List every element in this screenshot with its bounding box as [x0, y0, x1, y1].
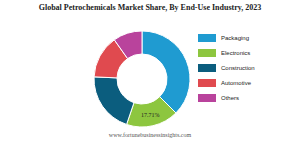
html-text:Global Petrochemicals Market S: Global Petrochemicals Market Share, By E…: [38, 3, 262, 12]
html-text:Others: Others: [221, 94, 239, 101]
html-text:www.fortunebusinessinsights.co: www.fortunebusinessinsights.com: [108, 132, 192, 138]
html-text:Packaging: Packaging: [221, 34, 249, 41]
html-text:Automotive: Automotive: [221, 79, 251, 86]
svg-text:17.71%: 17.71%: [141, 112, 160, 118]
html-text:Electronics: Electronics: [221, 49, 251, 56]
html-text:Construction: Construction: [221, 64, 255, 71]
